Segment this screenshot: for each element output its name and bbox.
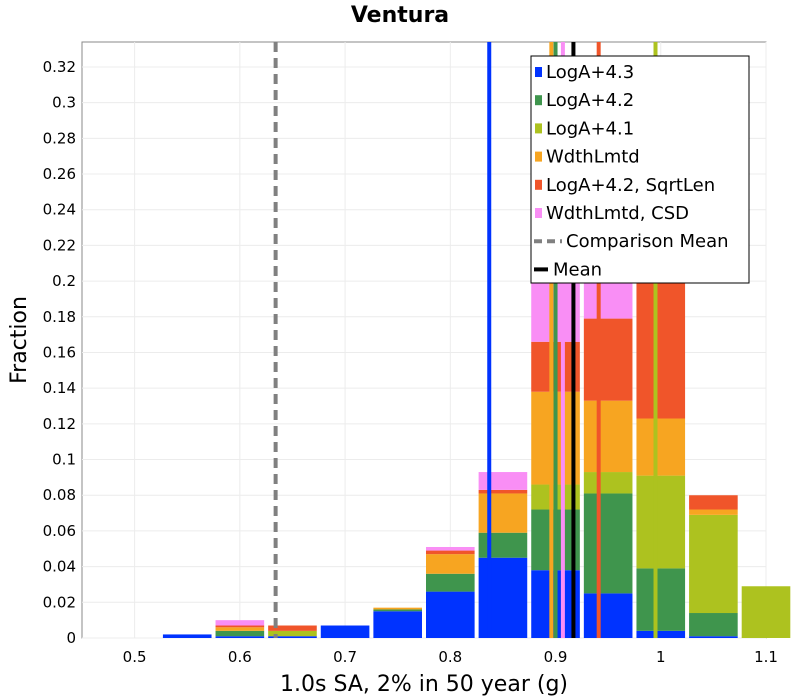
x-axis-ticks: 0.5 0.6 0.7 0.8 0.9 1 1.1 bbox=[123, 648, 778, 666]
legend-swatch bbox=[535, 123, 542, 134]
legend-label: LogA+4.3 bbox=[546, 62, 634, 83]
x-tick-label: 0.6 bbox=[228, 648, 252, 666]
y-tick-label: 0.3 bbox=[52, 94, 76, 112]
histogram-bar bbox=[636, 418, 686, 476]
x-tick-label: 0.7 bbox=[333, 648, 357, 666]
legend-label: WdthLmtd bbox=[546, 147, 640, 168]
y-tick-label: 0.02 bbox=[43, 593, 76, 611]
y-tick-label: 0.08 bbox=[43, 486, 76, 504]
histogram-bar bbox=[689, 636, 738, 638]
histogram-bar bbox=[373, 607, 422, 610]
legend-label: WdthLmtd, CSD bbox=[546, 203, 689, 224]
histogram-bar bbox=[689, 514, 738, 614]
histogram-bar bbox=[373, 609, 422, 612]
legend-label: LogA+4.2 bbox=[546, 90, 634, 111]
histogram-bar bbox=[215, 630, 265, 637]
legend-label: LogA+4.2, SqrtLen bbox=[546, 175, 715, 196]
legend-swatch bbox=[535, 151, 542, 162]
histogram-bar bbox=[426, 550, 475, 555]
y-tick-label: 0.24 bbox=[43, 201, 76, 219]
histogram-bar bbox=[320, 625, 370, 638]
legend-label: Comparison Mean bbox=[566, 231, 729, 252]
y-tick-label: 0.28 bbox=[43, 129, 76, 147]
legend-swatch bbox=[535, 208, 542, 218]
histogram-bar bbox=[373, 611, 422, 638]
y-axis-ticks: 0 0.02 0.04 0.06 0.08 0.1 0.12 0.14 0.16 0.18 0.2 0… bbox=[43, 58, 76, 647]
histogram-bar bbox=[583, 593, 633, 638]
histogram-bar bbox=[583, 400, 633, 473]
histogram-bar bbox=[478, 557, 528, 638]
histogram-bar bbox=[215, 627, 265, 631]
histogram-bar bbox=[636, 275, 686, 419]
y-tick-label: 0.16 bbox=[43, 343, 76, 361]
histogram-bar bbox=[268, 625, 317, 631]
histogram-bar bbox=[162, 634, 212, 638]
y-tick-label: 0.26 bbox=[43, 165, 76, 183]
histogram-bar bbox=[478, 472, 528, 490]
y-tick-label: 0.1 bbox=[52, 451, 76, 469]
histogram-bar bbox=[268, 630, 317, 637]
legend-swatch bbox=[535, 67, 542, 77]
histogram-bar bbox=[478, 489, 528, 494]
histogram-bar bbox=[583, 493, 633, 594]
y-axis-label: Fraction bbox=[7, 296, 32, 384]
histogram-bar bbox=[583, 472, 633, 494]
x-tick-label: 0.5 bbox=[123, 648, 147, 666]
legend-label: LogA+4.1 bbox=[546, 118, 634, 139]
y-tick-label: 0.12 bbox=[43, 415, 76, 433]
y-tick-label: 0.18 bbox=[43, 308, 76, 326]
histogram-bar bbox=[268, 636, 317, 638]
y-tick-label: 0.06 bbox=[43, 522, 76, 540]
legend-box bbox=[530, 55, 750, 284]
y-tick-label: 0.32 bbox=[43, 58, 76, 76]
histogram-bar bbox=[689, 495, 738, 510]
histogram-bar bbox=[741, 586, 791, 638]
histogram-bar bbox=[636, 475, 686, 569]
histogram-bar bbox=[426, 573, 475, 592]
histogram-bar bbox=[426, 591, 475, 638]
chart-title: Ventura bbox=[351, 3, 449, 28]
x-tick-label: 0.9 bbox=[544, 648, 568, 666]
y-tick-label: 0.14 bbox=[43, 379, 76, 397]
legend-swatch bbox=[535, 95, 542, 106]
x-tick-label: 1.1 bbox=[754, 648, 778, 666]
x-axis-label: 1.0s SA, 2% in 50 year (g) bbox=[280, 672, 568, 697]
histogram-bar bbox=[689, 613, 738, 637]
legend: LogA+4.3 LogA+4.2 LogA+4.1 WdthLmtd LogA+4.2… bbox=[530, 55, 750, 284]
y-tick-label: 0.04 bbox=[43, 558, 76, 576]
histogram-bar bbox=[426, 546, 475, 551]
y-tick-label: 0.2 bbox=[52, 272, 76, 290]
y-tick-label: 0 bbox=[66, 629, 76, 647]
legend-swatch bbox=[535, 179, 542, 190]
histogram-bar bbox=[215, 620, 265, 626]
legend-label: Mean bbox=[553, 259, 602, 280]
histogram-bar bbox=[478, 493, 528, 533]
x-tick-label: 1 bbox=[656, 648, 666, 666]
histogram-bar bbox=[636, 568, 686, 631]
histogram-bar bbox=[478, 532, 528, 558]
histogram-bar bbox=[689, 509, 738, 515]
histogram-bar bbox=[426, 554, 475, 574]
histogram-bar bbox=[583, 318, 633, 401]
x-tick-label: 0.8 bbox=[438, 648, 462, 666]
histogram-bar bbox=[215, 636, 265, 638]
histogram-bar bbox=[215, 625, 265, 628]
y-tick-label: 0.22 bbox=[43, 236, 76, 254]
histogram-bar bbox=[636, 630, 686, 638]
